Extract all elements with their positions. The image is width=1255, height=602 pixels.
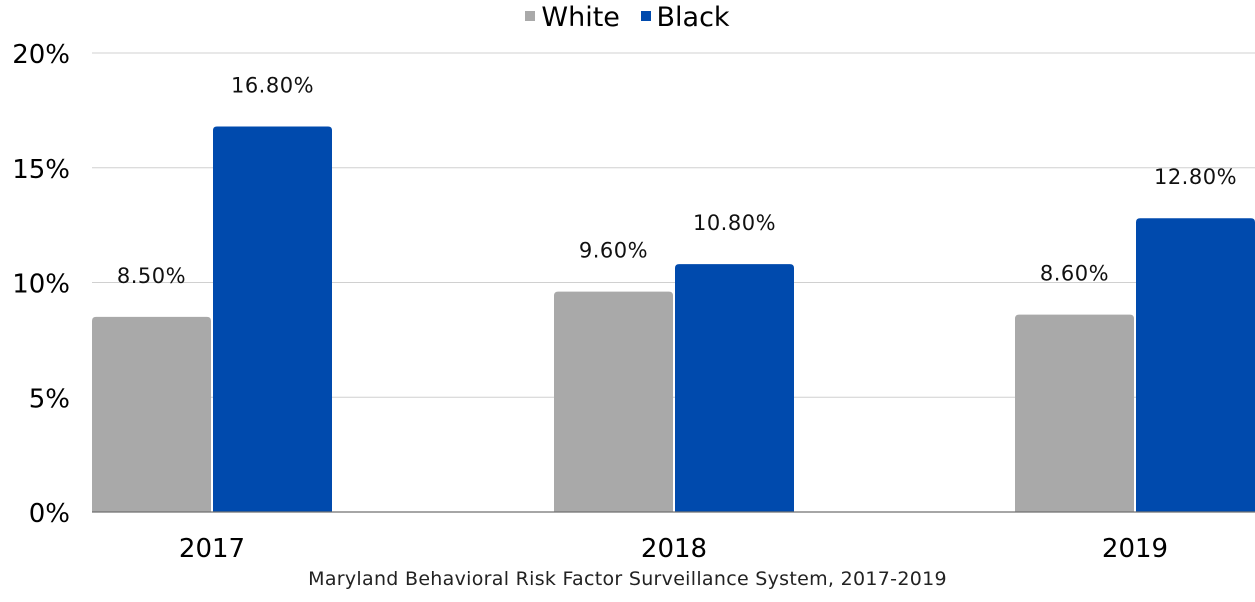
bar-black-2019 — [1136, 218, 1255, 513]
bar-white-2017 — [92, 316, 211, 512]
data-label-white-2017: 8.50% — [117, 264, 186, 288]
y-tick-label-5: 5% — [29, 384, 70, 414]
data-label-black-2017: 16.80% — [231, 73, 314, 97]
y-tick-label-0: 0% — [29, 499, 70, 529]
chart-legend: White Black — [0, 2, 1255, 33]
legend-label-black: Black — [656, 2, 730, 33]
data-label-black-2018: 10.80% — [693, 211, 776, 235]
bar-black-2017 — [213, 126, 332, 512]
legend-swatch-white — [525, 10, 536, 21]
legend-label-white: White — [541, 2, 620, 33]
y-tick-label-15: 15% — [12, 155, 70, 185]
data-label-white-2018: 9.60% — [579, 239, 648, 263]
bar-black-2018 — [675, 264, 794, 512]
data-label-white-2019: 8.60% — [1040, 262, 1109, 286]
y-tick-label-20: 20% — [12, 40, 70, 70]
chart-source-caption: Maryland Behavioral Risk Factor Surveill… — [308, 568, 947, 590]
legend-entry-black: Black — [640, 2, 730, 33]
bar-white-2019 — [1015, 314, 1134, 512]
legend-entry-white: White — [525, 2, 620, 33]
data-label-black-2019: 12.80% — [1154, 165, 1237, 189]
y-tick-label-10: 10% — [12, 270, 70, 300]
x-tick-label-2019: 2019 — [1102, 534, 1168, 564]
bar-white-2018 — [554, 291, 673, 512]
x-tick-label-2018: 2018 — [641, 534, 707, 564]
legend-swatch-black — [640, 10, 651, 21]
x-tick-label-2017: 2017 — [179, 534, 245, 564]
